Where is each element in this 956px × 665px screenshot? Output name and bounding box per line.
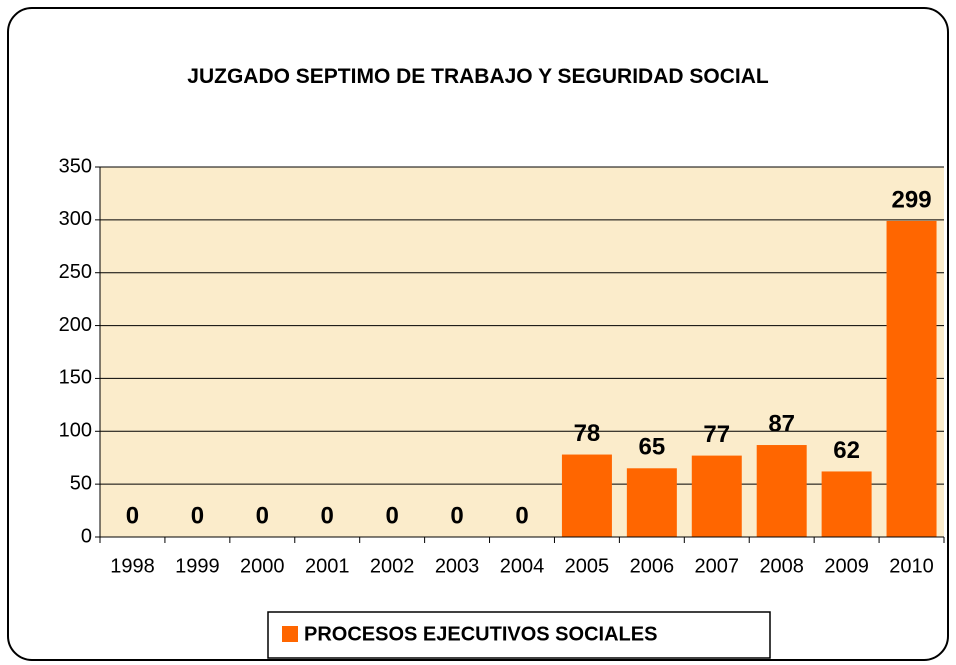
y-tick-label: 200 bbox=[59, 314, 92, 336]
data-label: 87 bbox=[768, 410, 795, 437]
x-tick-label: 2008 bbox=[759, 555, 804, 577]
data-label: 62 bbox=[833, 437, 860, 464]
x-tick-label: 2000 bbox=[240, 555, 285, 577]
bar bbox=[886, 220, 937, 537]
data-label: 0 bbox=[321, 502, 334, 529]
y-tick-label: 100 bbox=[59, 420, 92, 442]
data-label: 0 bbox=[515, 502, 528, 529]
bar bbox=[821, 471, 872, 537]
legend-swatch bbox=[282, 626, 298, 642]
x-tick-label: 2003 bbox=[435, 555, 480, 577]
plot-area bbox=[100, 167, 944, 537]
x-tick-label: 2009 bbox=[824, 555, 869, 577]
x-tick-label: 1999 bbox=[175, 555, 220, 577]
y-tick-label: 150 bbox=[59, 367, 92, 389]
chart-title: JUZGADO SEPTIMO DE TRABAJO Y SEGURIDAD S… bbox=[187, 65, 769, 88]
x-tick-label: 2006 bbox=[630, 555, 675, 577]
data-label: 77 bbox=[703, 421, 730, 448]
data-label: 78 bbox=[574, 420, 601, 447]
x-tick-label: 2010 bbox=[889, 555, 934, 577]
bar bbox=[756, 445, 807, 537]
data-label: 299 bbox=[892, 186, 932, 213]
bar bbox=[561, 454, 612, 537]
x-tick-label: 2002 bbox=[370, 555, 415, 577]
y-tick-label: 300 bbox=[59, 208, 92, 230]
data-label: 0 bbox=[256, 502, 269, 529]
x-tick-label: 2007 bbox=[695, 555, 740, 577]
y-tick-label: 250 bbox=[59, 261, 92, 283]
data-label: 0 bbox=[385, 502, 398, 529]
x-tick-label: 2004 bbox=[500, 555, 545, 577]
x-tick-label: 2001 bbox=[305, 555, 350, 577]
y-tick-label: 0 bbox=[81, 525, 92, 547]
data-label: 0 bbox=[126, 502, 139, 529]
bar bbox=[691, 455, 742, 537]
x-tick-label: 2005 bbox=[565, 555, 610, 577]
y-tick-label: 50 bbox=[70, 472, 92, 494]
x-tick-label: 1998 bbox=[110, 555, 155, 577]
legend-box bbox=[267, 611, 771, 659]
data-label: 65 bbox=[638, 434, 665, 461]
data-label: 0 bbox=[191, 502, 204, 529]
data-label: 0 bbox=[450, 502, 463, 529]
bar bbox=[626, 468, 677, 537]
legend-label: PROCESOS EJECUTIVOS SOCIALES bbox=[304, 623, 657, 645]
y-tick-label: 350 bbox=[59, 155, 92, 177]
